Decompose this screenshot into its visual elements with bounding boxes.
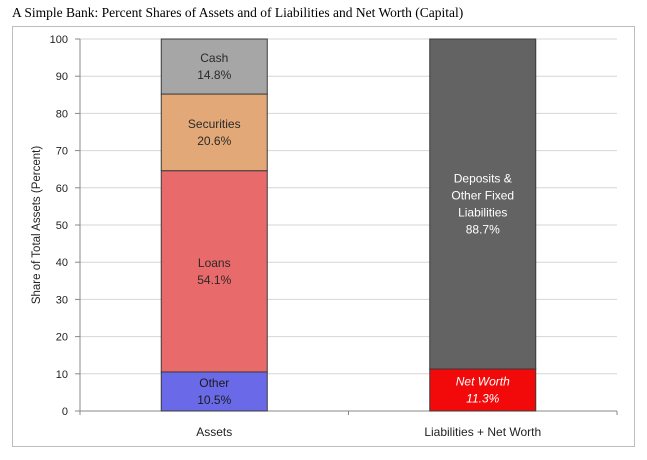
y-tick-label: 50 — [56, 220, 68, 232]
bar-loans-name-label: Loans — [198, 256, 231, 270]
bar-securities — [160, 93, 268, 172]
bar-securities-value-label: 20.6% — [197, 134, 231, 148]
bar-deposits-other-fixed-liabilities-name-label: Deposits & — [454, 171, 512, 185]
bar-net-worth-name-label: Net Worth — [456, 374, 510, 388]
bar-other-name-label: Other — [199, 376, 229, 390]
y-tick-label: 80 — [56, 108, 68, 120]
x-category-label: Liabilities + Net Worth — [424, 425, 541, 439]
bar-loans-value-label: 54.1% — [197, 273, 231, 287]
bar-other — [160, 371, 268, 412]
bar-securities-name-label: Securities — [188, 117, 241, 131]
y-tick-label: 10 — [56, 369, 68, 381]
bar-cash-name-label: Cash — [200, 51, 228, 65]
y-tick-label: 100 — [50, 34, 68, 46]
bar-deposits-other-fixed-liabilities-value-label: 88.7% — [466, 222, 500, 236]
y-tick-label: 0 — [62, 406, 68, 418]
chart-frame — [12, 26, 635, 447]
y-tick-label: 40 — [56, 257, 68, 269]
bar-net-worth-value-label: 11.3% — [466, 391, 499, 405]
bar-loans — [160, 170, 268, 373]
bar-cash — [160, 38, 268, 95]
bar-other-value-label: 10.5% — [197, 393, 231, 407]
bar-deposits-other-fixed-liabilities-name-label: Other Fixed — [451, 188, 514, 202]
y-tick-label: 60 — [56, 183, 68, 195]
y-tick-label: 20 — [56, 332, 68, 344]
bar-deposits-other-fixed-liabilities-name-label: Liabilities — [458, 205, 507, 219]
y-tick-label: 30 — [56, 294, 68, 306]
y-tick-label: 90 — [56, 71, 68, 83]
x-category-label: Assets — [196, 425, 232, 439]
bar-deposits-other-fixed-liabilities — [429, 38, 537, 370]
y-tick-label: 70 — [56, 146, 68, 158]
chart-title: A Simple Bank: Percent Shares of Assets … — [12, 5, 464, 20]
bar-cash-value-label: 14.8% — [197, 68, 231, 82]
bar-net-worth — [429, 368, 537, 412]
y-axis-label: Share of Total Assets (Percent) — [31, 146, 43, 304]
